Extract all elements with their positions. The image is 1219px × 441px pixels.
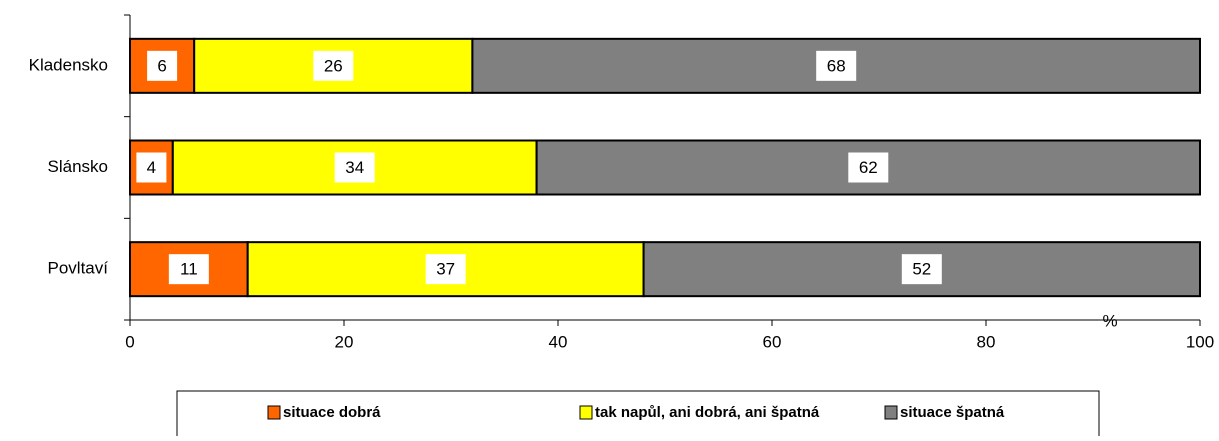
x-tick-label: 0 xyxy=(125,332,134,351)
y-tick-label: Slánsko xyxy=(48,157,108,176)
legend-label: situace špatná xyxy=(900,404,1005,421)
legend: situace dobrá tak napůl, ani dobrá, ani š… xyxy=(267,404,1005,421)
legend-label: situace dobrá xyxy=(283,404,381,421)
data-label-box xyxy=(147,50,178,81)
data-label: 11 xyxy=(180,260,198,279)
data-label: 68 xyxy=(827,56,846,75)
data-label: 37 xyxy=(436,260,455,279)
x-tick-label: 80 xyxy=(977,332,996,351)
x-tick-label: 20 xyxy=(335,332,354,351)
data-label: 6 xyxy=(157,56,166,75)
data-label: 34 xyxy=(345,158,364,177)
legend-label: tak napůl, ani dobrá, ani špatná xyxy=(595,404,820,421)
data-label: 4 xyxy=(147,158,156,177)
data-label-box xyxy=(313,50,354,81)
data-label: 62 xyxy=(859,158,878,177)
y-tick-label: Kladensko xyxy=(29,55,108,74)
x-axis-label: % xyxy=(1102,311,1117,330)
data-label-box xyxy=(334,152,375,183)
data-label-box xyxy=(168,254,209,285)
data-label-box xyxy=(136,152,167,183)
x-tick-label: 40 xyxy=(549,332,568,351)
legend-swatch xyxy=(884,405,898,420)
x-tick-label: 60 xyxy=(763,332,782,351)
legend-swatch xyxy=(579,405,593,420)
data-label-box xyxy=(901,254,942,285)
data-label-box xyxy=(816,50,857,81)
y-tick-label: Povltaví xyxy=(48,259,109,278)
data-label-box xyxy=(425,254,466,285)
data-label: 26 xyxy=(324,56,343,75)
legend-swatch xyxy=(267,405,281,420)
data-label-box xyxy=(848,152,889,183)
x-tick-label: 100 xyxy=(1186,332,1214,351)
legend-box xyxy=(176,390,1100,441)
data-label: 52 xyxy=(912,260,931,279)
